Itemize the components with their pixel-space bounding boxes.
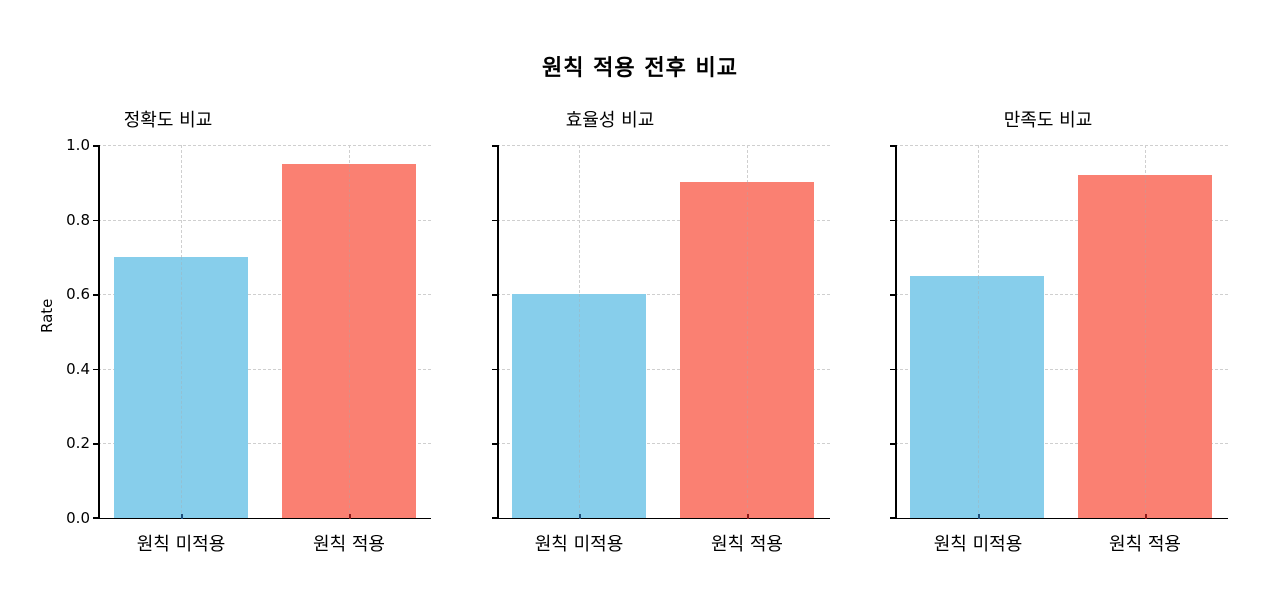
y-tick-label: 0.2 [66,434,90,453]
y-axis-label: Rate [38,298,56,333]
panel-title: 만족도 비교 [1003,110,1093,131]
panel-title: 효율성 비교 [565,110,655,131]
bar-before [910,276,1044,518]
bar-before [512,294,646,518]
satisfaction-chart-panel: 만족도 비교 원칙 미적용 원칙 적용 [890,0,1228,615]
plot-area: 원칙 미적용 원칙 적용 [492,145,830,555]
bar-after [680,182,814,518]
plot-area: 1.0 0.8 0.6 0.4 0.2 0.0 원칙 미적용 원칙 적용 [66,136,431,555]
y-tick-label: 0.0 [66,509,90,527]
figure-title: 원칙 적용 전후 비교 [542,56,738,81]
gridline [98,145,431,146]
x-axis [895,517,1228,519]
y-tick-label: 0.4 [66,359,90,378]
panel-title: 정확도 비교 [123,110,213,131]
x-axis [497,517,830,519]
y-tick-label: 0.8 [66,210,90,229]
x-tick-label: 원칙 적용 [1109,534,1181,555]
gridline [98,368,431,370]
bar-after [1078,175,1212,518]
y-tick-label: 0.6 [66,285,90,304]
x-tick-label: 원칙 미적용 [136,534,226,555]
x-tick-label: 원칙 적용 [313,534,385,555]
x-tick-label: 원칙 적용 [711,534,783,555]
gridline [98,294,431,296]
bar-before [114,257,248,518]
gridline [98,219,431,221]
x-tick-label: 원칙 미적용 [534,534,624,555]
y-tick-label: 1.0 [66,136,90,154]
gridline [98,443,431,445]
y-axis [497,145,499,519]
x-tick-label: 원칙 미적용 [933,534,1023,555]
plot-area: 원칙 미적용 원칙 적용 [890,145,1228,555]
efficiency-chart-panel: 효율성 비교 원칙 미적용 원칙 적용 [492,0,830,615]
bar-after [282,164,416,518]
x-axis [98,517,431,519]
y-axis [895,145,897,519]
y-axis [98,145,100,519]
accuracy-chart-panel: 정확도 비교 1.0 0.8 0.6 0.4 0.2 0.0 원칙 미적용 원칙… [66,0,431,615]
